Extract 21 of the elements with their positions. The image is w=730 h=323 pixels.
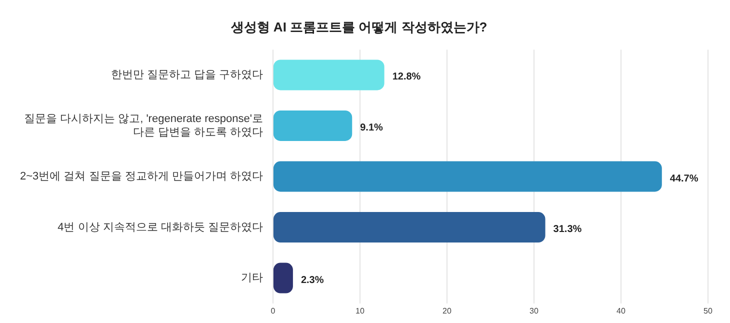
bar	[273, 110, 352, 141]
bar	[273, 60, 384, 90]
chart-title: 생성형 AI 프롬프트를 어떻게 작성하였는가?	[230, 19, 488, 34]
data-label: 12.8%	[392, 72, 421, 83]
bar	[273, 212, 546, 242]
x-tick-label: 50	[704, 306, 713, 316]
y-tick-label: 2~3번에 걸쳐 질문을 정교하게 만들어가며 하였다	[20, 170, 263, 183]
data-label: 31.3%	[553, 224, 582, 236]
y-tick-label: 기타	[240, 272, 263, 284]
x-tick-label: 30	[530, 306, 539, 316]
x-tick-label: 10	[356, 306, 365, 316]
y-tick-label: 질문을 다시하지는 않고, 'regenerate response'로 다른 답변을 하도록 하였다	[24, 113, 263, 138]
data-label: 44.7%	[670, 173, 698, 184]
x-tick-label: 40	[616, 306, 626, 316]
x-tick-label: 20	[442, 306, 452, 316]
data-label: 2.3%	[300, 274, 324, 286]
data-label: 9.1%	[360, 122, 384, 134]
x-tick-label: 0	[270, 306, 276, 316]
y-tick-label: 4번 이상 지속적으로 대화하듯 질문하였다	[58, 221, 263, 234]
y-tick-label: 한번만 질문하고 답을 구하였다	[110, 69, 263, 82]
bar	[273, 161, 662, 192]
